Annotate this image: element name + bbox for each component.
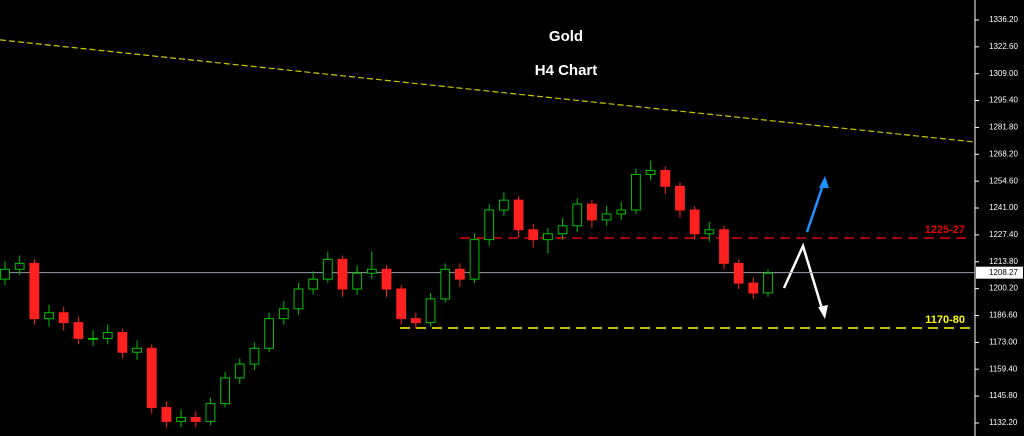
candle-body [572, 203, 583, 227]
y-tick-label: 1336.20 [989, 15, 1018, 24]
candle-body [396, 288, 407, 320]
candle-body [190, 416, 201, 422]
last-price-label: 1208.27 [989, 268, 1018, 277]
arrow-head [819, 176, 829, 188]
candle-body [689, 209, 700, 235]
y-tick-label: 1200.20 [989, 284, 1018, 293]
y-tick-label: 1145.80 [989, 391, 1018, 400]
candle-body [220, 377, 230, 405]
y-tick-label: 1295.40 [989, 96, 1018, 105]
candle-body [763, 272, 773, 294]
candle-body [132, 347, 142, 353]
candle-body [14, 262, 25, 270]
candle-body [0, 268, 10, 280]
candle-body [264, 318, 275, 349]
y-tick-label: 1254.60 [989, 176, 1018, 185]
trendline [0, 39, 976, 143]
candle-body [44, 312, 54, 320]
chart-title: Gold [549, 28, 583, 45]
candle-body [543, 233, 553, 241]
candle-body [440, 268, 451, 300]
candle-body [88, 337, 98, 340]
candle-body [146, 347, 157, 409]
candle-body [601, 213, 612, 221]
candle-body [454, 268, 465, 280]
candle-body [675, 185, 685, 211]
candle-body [660, 169, 671, 187]
candle-body [381, 268, 392, 290]
candle-body [719, 229, 729, 264]
y-tick-label: 1186.60 [989, 311, 1018, 320]
arrows [782, 176, 829, 319]
y-tick-label: 1268.20 [989, 149, 1018, 158]
arrow-down [782, 242, 825, 313]
candle-body [645, 169, 656, 175]
candle-body [205, 403, 216, 422]
y-tick-label: 1281.80 [989, 123, 1018, 132]
candle-body [117, 331, 128, 353]
candle-body [469, 239, 480, 280]
y-tick-label: 1309.00 [989, 69, 1018, 78]
candle-body [322, 258, 333, 280]
chart-subtitle: H4 Chart [535, 62, 598, 79]
level-label: 1225-27 [925, 224, 965, 236]
candle-body [337, 258, 348, 290]
candle-body [484, 209, 495, 241]
candle-body [498, 199, 509, 211]
level-label: 1170-80 [925, 314, 965, 326]
candle-body [293, 288, 304, 310]
candle-body [704, 229, 715, 235]
candle-body [733, 262, 744, 284]
arrow-up [805, 181, 826, 233]
candle-body [410, 318, 421, 324]
candle-body [73, 322, 84, 339]
candle-body [102, 331, 113, 339]
candle-body [557, 225, 568, 235]
candle-body [29, 262, 40, 320]
candle-body [616, 209, 627, 215]
candle-body [58, 312, 69, 324]
arrow-head [818, 305, 828, 319]
candle-body [161, 407, 172, 422]
candle-body [366, 268, 377, 274]
candle-body [352, 272, 363, 290]
candle-body [308, 278, 319, 290]
candle-body [278, 308, 289, 320]
y-tick-label: 1132.20 [989, 418, 1018, 427]
candle-body [587, 203, 597, 221]
y-tick-label: 1227.40 [989, 230, 1018, 239]
y-tick-label: 1159.40 [989, 364, 1018, 373]
candle-body [249, 347, 260, 365]
candle-body [425, 298, 436, 324]
y-tick-label: 1213.80 [989, 257, 1018, 266]
last-price-box [976, 266, 1023, 279]
y-tick-label: 1241.00 [989, 203, 1018, 212]
candle-body [513, 199, 524, 231]
candle-body [234, 363, 245, 379]
candle-body [528, 229, 539, 241]
candle-body [176, 416, 186, 422]
candle-body [631, 173, 641, 211]
y-tick-label: 1322.60 [989, 42, 1018, 51]
y-tick-label: 1173.00 [989, 337, 1018, 346]
candle-body [748, 282, 759, 294]
